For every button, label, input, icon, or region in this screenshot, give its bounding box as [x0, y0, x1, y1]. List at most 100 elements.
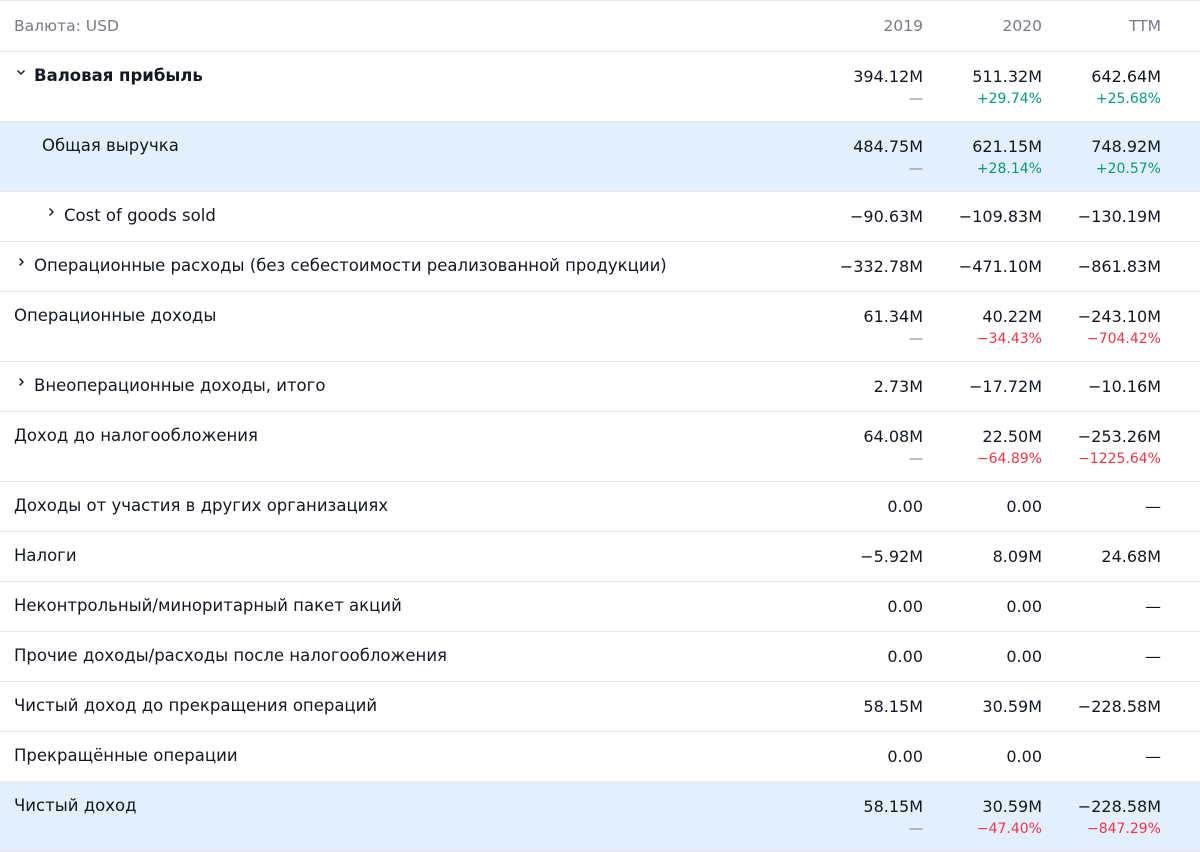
chevron-down-icon[interactable]: [14, 66, 28, 82]
value-cell: −5.92M: [783, 546, 923, 568]
value-cell: 0.00: [902, 646, 1042, 668]
change-percent: —: [909, 161, 923, 177]
value: 484.75M: [853, 137, 923, 156]
value-cell: —: [1021, 646, 1161, 668]
row-label: Операционные доходы: [14, 306, 217, 325]
value: 8.09M: [992, 547, 1042, 566]
value-cell: 30.59M −47.40%: [902, 796, 1042, 839]
value-cell: −861.83M: [1021, 256, 1161, 278]
value-cell: 484.75M —: [783, 136, 923, 179]
row-label: Cost of goods sold: [64, 206, 216, 225]
value-cell: −17.72M: [902, 376, 1042, 398]
value: −109.83M: [958, 207, 1042, 226]
value-cell: 64.08M —: [783, 426, 923, 469]
value-cell: 58.15M —: [783, 796, 923, 839]
change-percent: +25.68%: [1095, 91, 1161, 107]
change-percent: −47.40%: [976, 821, 1042, 837]
value-cell: —: [1021, 596, 1161, 618]
value: 0.00: [887, 597, 923, 616]
value: 0.00: [887, 747, 923, 766]
table-row: Прочие доходы/расходы после налогообложе…: [0, 632, 1200, 682]
value-cell: —: [1021, 496, 1161, 518]
row-label: Общая выручка: [42, 136, 179, 155]
change-percent: −847.29%: [1086, 821, 1161, 837]
row-label: Чистый доход до прекращения операций: [14, 696, 378, 715]
value-cell: 394.12M —: [783, 66, 923, 109]
table-row[interactable]: Внеоперационные доходы, итого 2.73M −17.72…: [0, 362, 1200, 412]
value: 748.92M: [1091, 137, 1161, 156]
value: −228.58M: [1077, 797, 1161, 816]
change-percent: −64.89%: [976, 451, 1042, 467]
value: 58.15M: [863, 797, 923, 816]
change-percent: −34.43%: [976, 331, 1042, 347]
row-label: Доходы от участия в других организациях: [14, 496, 389, 515]
value-cell: −109.83M: [902, 206, 1042, 228]
value-cell: 0.00: [783, 646, 923, 668]
value: 0.00: [887, 497, 923, 516]
value: 511.32M: [972, 67, 1042, 86]
value-cell: 0.00: [783, 596, 923, 618]
value-cell: −243.10M −704.42%: [1021, 306, 1161, 349]
value-cell: 58.15M: [783, 696, 923, 718]
table-row: Налоги −5.92M 8.09M 24.68M: [0, 532, 1200, 582]
change-percent: −704.42%: [1086, 331, 1161, 347]
value: −17.72M: [968, 377, 1042, 396]
row-label: Прочие доходы/расходы после налогообложе…: [14, 646, 447, 665]
value: −130.19M: [1077, 207, 1161, 226]
table-row[interactable]: Операционные расходы (без себестоимости …: [0, 242, 1200, 292]
chevron-right-icon[interactable]: [44, 206, 58, 222]
value-cell: −10.16M: [1021, 376, 1161, 398]
row-label: Налоги: [14, 546, 77, 565]
value: 24.68M: [1101, 547, 1161, 566]
table-row: Операционные доходы 61.34M —40.22M −34.43% −…: [0, 292, 1200, 362]
chevron-right-icon[interactable]: [14, 256, 28, 272]
value: 0.00: [1006, 497, 1042, 516]
table-row: Неконтрольный/миноритарный пакет акций 0.…: [0, 582, 1200, 632]
value-cell: 24.68M: [1021, 546, 1161, 568]
table-row[interactable]: Cost of goods sold −90.63M −109.83M −130.19…: [0, 192, 1200, 242]
value-cell: 748.92M +20.57%: [1021, 136, 1161, 179]
row-label: Операционные расходы (без себестоимости …: [34, 256, 667, 275]
value: −332.78M: [839, 257, 923, 276]
value: −243.10M: [1077, 307, 1161, 326]
value-cell: —: [1021, 746, 1161, 768]
table-row[interactable]: Валовая прибыль 394.12M —511.32M +29.74% 642…: [0, 52, 1200, 122]
value: −90.63M: [849, 207, 923, 226]
table-row: Чистый доход до прекращения операций 58.1…: [0, 682, 1200, 732]
change-percent: +29.74%: [976, 91, 1042, 107]
value: 0.00: [887, 647, 923, 666]
change-percent: —: [909, 91, 923, 107]
value-cell: 40.22M −34.43%: [902, 306, 1042, 349]
value-cell: −130.19M: [1021, 206, 1161, 228]
chevron-right-icon[interactable]: [14, 376, 28, 392]
value-cell: 0.00: [783, 496, 923, 518]
column-header-ttm[interactable]: TTM: [1128, 17, 1161, 35]
value: 0.00: [1006, 597, 1042, 616]
change-percent: —: [909, 331, 923, 347]
value-cell: 22.50M −64.89%: [902, 426, 1042, 469]
column-header-2020[interactable]: 2020: [1002, 17, 1042, 35]
value: 58.15M: [863, 697, 923, 716]
value: 394.12M: [853, 67, 923, 86]
row-label: Чистый доход: [14, 796, 137, 815]
table-body: Валовая прибыль 394.12M —511.32M +29.74% 642…: [0, 52, 1200, 852]
value-cell: 2.73M: [783, 376, 923, 398]
value: −10.16M: [1087, 377, 1161, 396]
value: −861.83M: [1077, 257, 1161, 276]
table-row: Доходы от участия в других организациях 0…: [0, 482, 1200, 532]
change-percent: +20.57%: [1095, 161, 1161, 177]
value: 30.59M: [982, 697, 1042, 716]
column-header-2019[interactable]: 2019: [883, 17, 923, 35]
value-cell: −253.26M −1225.64%: [1021, 426, 1161, 469]
table-row: Чистый доход 58.15M —30.59M −47.40% −228.58M…: [0, 782, 1200, 852]
change-percent: —: [909, 451, 923, 467]
value-cell: 511.32M +29.74%: [902, 66, 1042, 109]
row-label: Прекращённые операции: [14, 746, 238, 765]
row-label: Доход до налогообложения: [14, 426, 258, 445]
change-percent: +28.14%: [976, 161, 1042, 177]
value: 30.59M: [982, 797, 1042, 816]
value: 2.73M: [873, 377, 923, 396]
value-cell: −228.58M −847.29%: [1021, 796, 1161, 839]
value-cell: −471.10M: [902, 256, 1042, 278]
